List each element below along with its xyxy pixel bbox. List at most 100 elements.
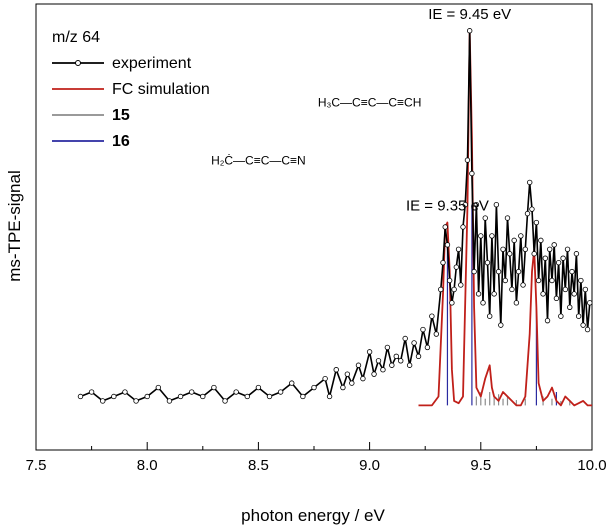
- data-point: [551, 242, 557, 248]
- data-point: [491, 291, 497, 297]
- legend-marker: [75, 60, 81, 66]
- molecule-structure: H₃C—C≡C—C≡CH: [318, 96, 422, 110]
- data-point: [522, 246, 528, 252]
- data-point: [366, 349, 373, 355]
- molecule-structure: H₂Ċ—C≡C—C≡N: [211, 154, 306, 168]
- data-point: [244, 393, 250, 400]
- data-point: [493, 201, 500, 208]
- ie-annotation: IE = 9.35 eV: [406, 198, 489, 215]
- data-point: [200, 393, 206, 400]
- data-point: [453, 264, 460, 270]
- plot-frame: [35, 3, 593, 451]
- data-point: [547, 246, 553, 252]
- data-point: [188, 389, 195, 395]
- data-point: [582, 286, 589, 293]
- data-point: [462, 201, 468, 208]
- legend-label: 16: [112, 133, 130, 150]
- data-point: [122, 389, 128, 395]
- data-point: [473, 201, 480, 208]
- x-tick-label: 8.5: [248, 457, 269, 474]
- data-point: [415, 353, 422, 360]
- data-point: [469, 170, 475, 177]
- data-point: [266, 393, 273, 400]
- data-point: [527, 179, 533, 186]
- x-tick-label: 9.5: [470, 457, 491, 474]
- data-point: [389, 362, 395, 368]
- data-point: [542, 255, 548, 261]
- data-point: [549, 277, 555, 284]
- data-point: [538, 237, 544, 244]
- data-point: [349, 380, 355, 386]
- data-point: [406, 362, 413, 368]
- data-point: [495, 268, 502, 275]
- data-point: [211, 384, 217, 391]
- annotations: IE = 9.45 eV IE = 9.35 eV H₃C—C≡C—C≡CH H₂Ċ—…: [211, 6, 511, 215]
- data-point: [311, 384, 317, 391]
- data-point: [482, 215, 488, 221]
- data-point: [100, 398, 106, 404]
- legend-label: 15: [112, 107, 130, 124]
- legend-label: experiment: [112, 55, 192, 72]
- data-point: [529, 206, 535, 212]
- data-point: [360, 375, 366, 382]
- data-point: [478, 233, 484, 239]
- data-point: [451, 286, 457, 293]
- y-axis-label: ms-TPE-signal: [5, 170, 24, 281]
- data-point: [571, 291, 577, 297]
- data-point: [438, 286, 444, 293]
- data-point: [424, 344, 431, 351]
- data-point: [411, 340, 417, 346]
- data-point: [475, 291, 482, 297]
- data-point: [429, 313, 435, 319]
- data-point: [569, 268, 575, 275]
- data-point: [255, 384, 262, 391]
- data-point: [277, 389, 284, 395]
- data-point: [575, 313, 582, 319]
- plot-area: [77, 28, 593, 407]
- data-point: [442, 224, 448, 230]
- data-point: [524, 210, 531, 217]
- data-point: [449, 300, 455, 306]
- data-point: [446, 277, 453, 284]
- data-point: [393, 353, 399, 360]
- data-point: [587, 300, 593, 306]
- x-tick-label: 10.0: [577, 457, 606, 474]
- data-point: [88, 389, 95, 395]
- data-point: [535, 277, 542, 284]
- data-point: [471, 268, 477, 275]
- x-axis: 7.5 8.0 8.5 9.0 9.5 10.0: [26, 442, 607, 474]
- data-point: [144, 393, 150, 400]
- data-point: [300, 393, 306, 400]
- data-point: [511, 237, 517, 244]
- data-point: [518, 233, 524, 239]
- data-point: [466, 28, 473, 34]
- data-point: [515, 268, 522, 275]
- data-point: [455, 246, 462, 252]
- data-point: [573, 251, 580, 257]
- data-point: [222, 398, 228, 404]
- data-point: [540, 291, 546, 297]
- x-axis-label: photon energy / eV: [241, 506, 385, 525]
- data-point: [486, 313, 493, 319]
- data-point: [580, 322, 586, 328]
- data-point: [402, 335, 408, 342]
- data-point: [77, 393, 84, 400]
- data-point: [460, 224, 466, 230]
- data-point: [464, 157, 471, 163]
- data-point: [371, 371, 377, 377]
- data-point: [166, 398, 173, 404]
- data-point: [440, 259, 446, 266]
- data-point: [484, 259, 491, 266]
- x-tick-label: 8.0: [137, 457, 158, 474]
- data-point: [420, 326, 426, 333]
- data-point: [489, 233, 495, 239]
- data-point: [584, 326, 591, 333]
- data-point: [384, 344, 391, 351]
- data-point: [507, 251, 513, 257]
- data-point: [133, 398, 139, 404]
- legend-label: FC simulation: [112, 81, 210, 98]
- data-point: [480, 300, 486, 306]
- data-point: [562, 286, 569, 293]
- data-point: [322, 375, 328, 382]
